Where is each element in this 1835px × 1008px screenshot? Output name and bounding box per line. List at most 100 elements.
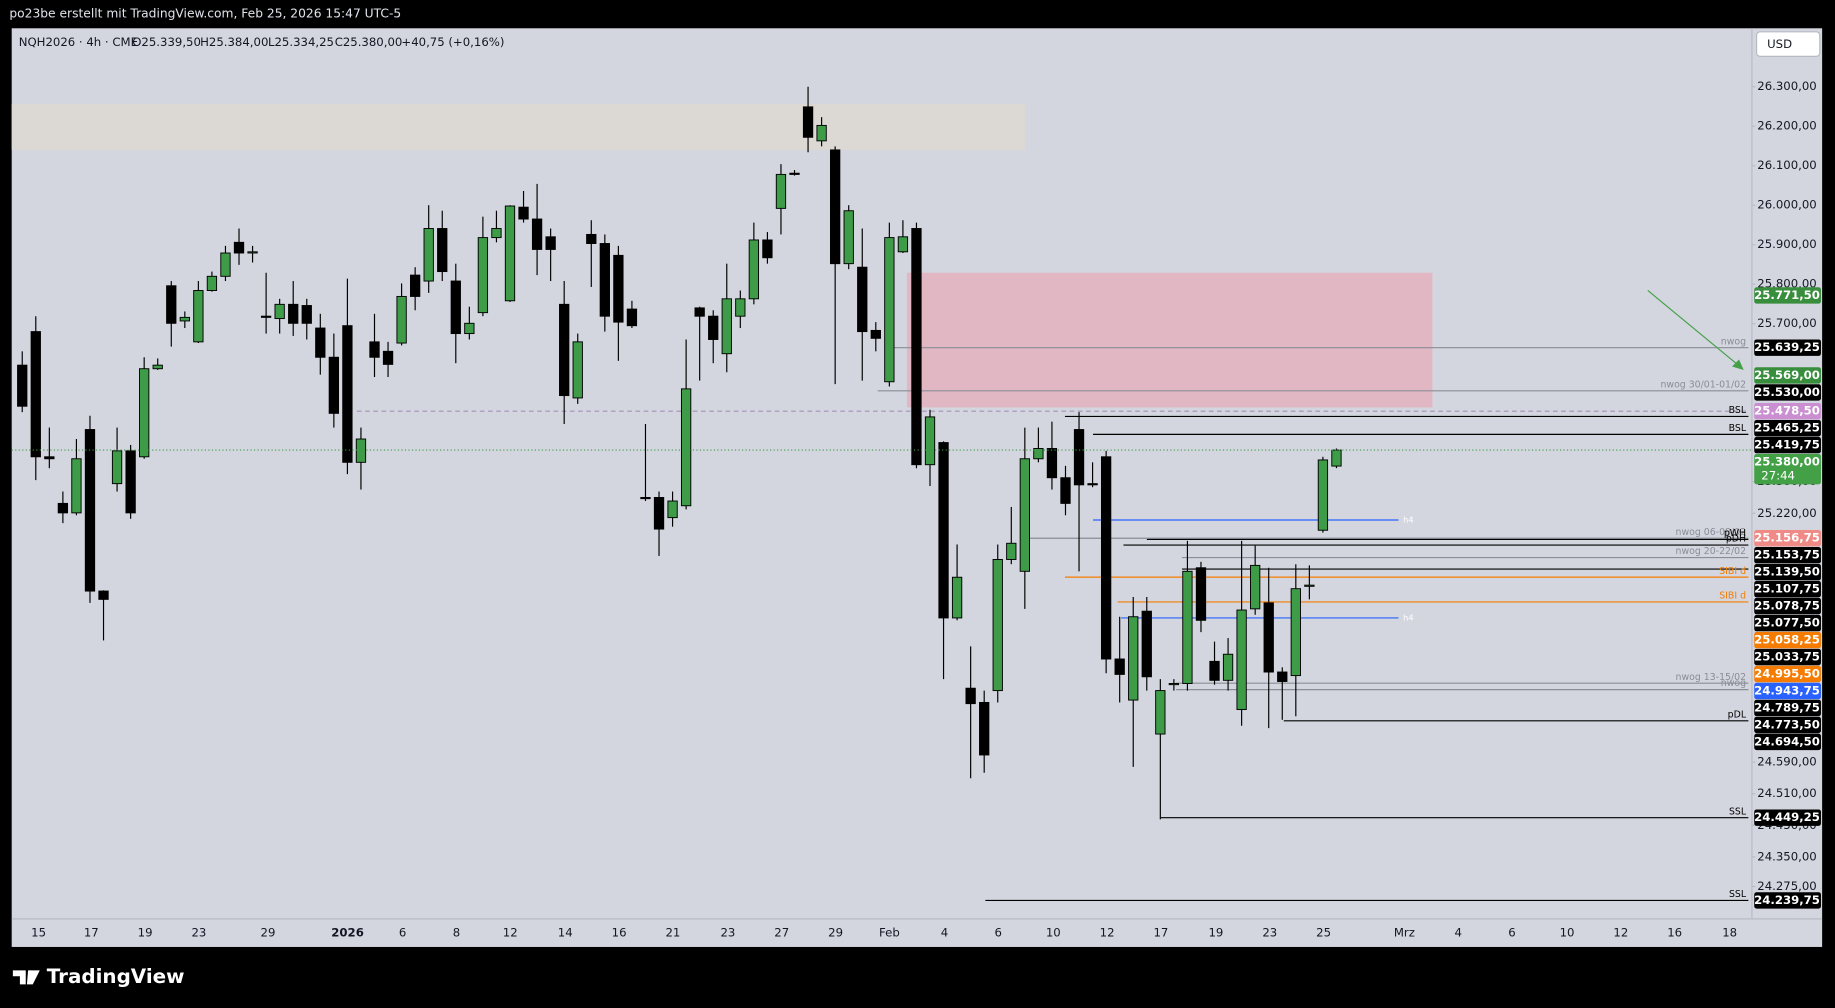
logo-dot: [28, 970, 33, 976]
y-tick-label: 26.200,00: [1757, 119, 1816, 133]
level-label: h4: [1403, 514, 1413, 524]
candle-body: [477, 237, 489, 314]
zone: [11, 104, 1026, 150]
y-tick-label: 25.220,00: [1757, 506, 1816, 520]
candle-body: [924, 416, 936, 466]
y-tick-label: 26.100,00: [1757, 158, 1816, 172]
price-label-box: [1754, 436, 1821, 454]
level-label: nwog 13-15/02: [1676, 672, 1747, 683]
candle-body: [247, 251, 258, 254]
candle-body: [1304, 584, 1315, 587]
candle-body: [1168, 683, 1180, 686]
candle-body: [965, 687, 976, 705]
candle-body: [450, 280, 461, 335]
candle-body: [1019, 458, 1030, 572]
candle-body: [721, 298, 732, 355]
candle-body: [992, 559, 1003, 692]
x-tick-label: Feb: [879, 925, 900, 939]
price-label-box: [1754, 716, 1821, 734]
x-tick-label: 4: [941, 925, 948, 939]
price-label: 24.449,25: [1754, 810, 1820, 824]
candle-body: [139, 368, 150, 458]
price-label-box: [1754, 631, 1821, 649]
currency-button[interactable]: [1756, 31, 1821, 57]
candle-body: [369, 341, 380, 358]
candle-body: [1263, 602, 1274, 673]
candle-body: [640, 496, 651, 500]
candle-body: [17, 364, 28, 407]
y-tick-label: 24.350,00: [1757, 849, 1816, 863]
level-label: BSL: [1729, 405, 1747, 416]
candle-body: [586, 233, 597, 244]
candle-body: [1222, 653, 1234, 681]
x-tick-label: 19: [1208, 925, 1223, 939]
candle-body: [57, 502, 69, 514]
price-label-box: [1754, 682, 1821, 700]
price-label: 25.153,75: [1754, 548, 1820, 562]
price-label: 24.773,50: [1754, 717, 1820, 731]
price-label: 24.995,50: [1754, 666, 1820, 680]
candle-body: [464, 322, 475, 335]
price-label: 24.943,75: [1754, 683, 1820, 697]
candle-body: [1290, 588, 1301, 677]
y-tick-label: 25.800,00: [1757, 277, 1816, 291]
x-tick-label: 14: [558, 925, 573, 939]
price-label-box: [1754, 809, 1821, 826]
x-tick-label: 16: [612, 925, 627, 939]
x-tick-label: 18: [1722, 925, 1737, 939]
price-label-box: [1754, 287, 1821, 304]
price-label-box: [1754, 614, 1821, 632]
candle-body: [84, 429, 96, 592]
candle-body: [884, 237, 895, 383]
candle-body: [1100, 456, 1112, 660]
candle-body: [857, 266, 868, 333]
price-label: 25.639,25: [1754, 340, 1820, 354]
x-tick-label: 6: [1508, 925, 1515, 939]
x-tick-label: Mrz: [1394, 925, 1415, 939]
price-label: 25.569,00: [1754, 368, 1820, 382]
candle-body: [1033, 448, 1044, 460]
candle-body: [762, 239, 773, 259]
symbol: NQH2026 · 4h · CME: [19, 35, 138, 49]
legend-value: C25.380,00: [335, 35, 403, 49]
price-label: 25.771,50: [1754, 288, 1820, 302]
candle-body: [979, 701, 990, 756]
candle-body: [423, 228, 434, 282]
candle-body: [870, 329, 881, 339]
y-tick-label: 25.900,00: [1757, 237, 1816, 251]
candle-body: [179, 316, 190, 322]
candle-body: [735, 298, 746, 317]
candle-body: [342, 325, 353, 463]
x-tick-label: 6: [399, 925, 406, 939]
candle-body: [897, 236, 909, 253]
candle-body: [491, 228, 502, 239]
currency[interactable]: USD: [1767, 37, 1792, 51]
price-label-box: [1754, 419, 1821, 437]
candle-body: [1073, 429, 1085, 486]
price-label-box: [1754, 547, 1821, 564]
legend-value: O25.339,50: [132, 35, 201, 49]
legend-value: L25.334,25: [268, 35, 334, 49]
legend-value: H25.384,00: [200, 35, 268, 49]
level-label: nwog: [1721, 678, 1746, 689]
candle-body: [802, 106, 814, 138]
candle-body: [1006, 542, 1017, 560]
candle-body: [328, 356, 340, 414]
level-label: nwog 20-22/02: [1676, 546, 1747, 557]
level-label: SSL: [1729, 806, 1747, 817]
x-tick-label: 10: [1046, 925, 1061, 939]
x-tick-label: 12: [1613, 925, 1628, 939]
x-tick-label: 16: [1667, 925, 1682, 939]
price-label-box: [1754, 580, 1821, 598]
y-tick-label: 26.300,00: [1757, 79, 1816, 93]
candle-body: [518, 206, 529, 220]
candle-body: [545, 236, 556, 250]
level-label: SIBI d: [1719, 566, 1746, 577]
header-text: po23be erstellt mit TradingView.com, Feb…: [9, 7, 401, 21]
x-tick-label: 25: [1316, 925, 1331, 939]
zone: [906, 272, 1433, 408]
price-label: 25.530,00: [1754, 385, 1820, 399]
candle-body: [653, 496, 665, 530]
candle-body: [1182, 570, 1193, 684]
